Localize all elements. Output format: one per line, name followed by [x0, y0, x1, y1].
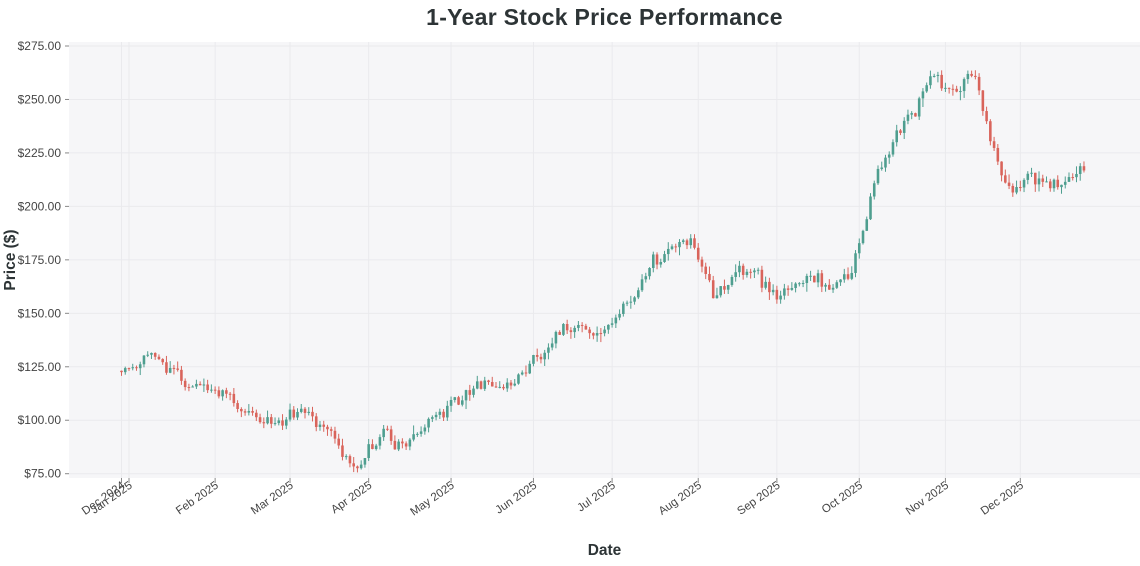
svg-text:$150.00: $150.00 — [18, 306, 62, 320]
svg-text:$225.00: $225.00 — [18, 146, 62, 160]
svg-text:$275.00: $275.00 — [18, 39, 62, 53]
svg-text:Nov 2025: Nov 2025 — [904, 480, 951, 518]
svg-text:$100.00: $100.00 — [18, 413, 62, 427]
svg-text:Date: Date — [588, 542, 622, 559]
svg-text:Jul 2025: Jul 2025 — [575, 480, 618, 515]
svg-text:$75.00: $75.00 — [24, 467, 61, 481]
svg-text:Oct 2025: Oct 2025 — [820, 480, 865, 517]
svg-text:Apr 2025: Apr 2025 — [329, 480, 374, 517]
svg-text:Sep 2025: Sep 2025 — [735, 480, 782, 518]
svg-text:Price ($): Price ($) — [2, 229, 19, 290]
svg-text:Aug 2025: Aug 2025 — [657, 480, 704, 518]
svg-text:$200.00: $200.00 — [18, 199, 62, 213]
svg-text:$250.00: $250.00 — [18, 92, 62, 106]
svg-text:Feb 2025: Feb 2025 — [174, 480, 221, 518]
svg-text:May 2025: May 2025 — [409, 480, 457, 519]
svg-text:Mar 2025: Mar 2025 — [249, 480, 296, 518]
svg-text:$175.00: $175.00 — [18, 253, 62, 267]
svg-text:$125.00: $125.00 — [18, 360, 62, 374]
svg-text:Jun 2025: Jun 2025 — [494, 480, 540, 517]
svg-text:Dec 2025: Dec 2025 — [979, 480, 1026, 518]
